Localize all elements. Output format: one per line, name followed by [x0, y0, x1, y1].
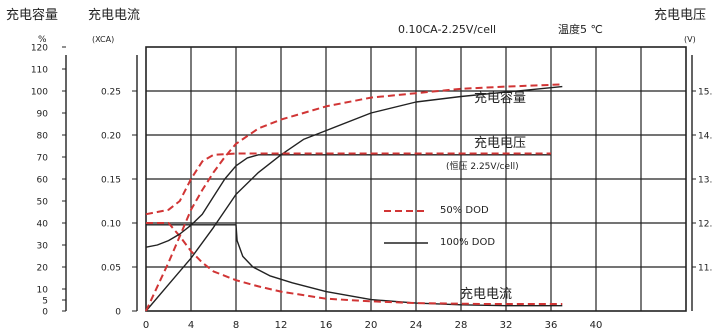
legend-solid-label: 100% DOD — [440, 237, 496, 248]
axes: 0 4 8 12 16 20 24 28 32 36 40051020304050607080901… — [31, 44, 713, 332]
current-tick-label: 0.15 — [101, 176, 121, 186]
series-voltage-50-dod — [145, 152, 551, 216]
voltage-tick-label: 13. — [698, 176, 712, 186]
capacity-tick-label: 60 — [37, 176, 49, 186]
capacity-axis-title: 充电容量 — [6, 8, 59, 23]
series-voltage-100-dod — [145, 154, 551, 248]
capacity-tick-label: 120 — [31, 44, 48, 54]
series-current-100-dod — [146, 224, 563, 307]
voltage-tick-label: 12. — [698, 220, 712, 230]
current-tick-label: 0.10 — [101, 220, 121, 230]
capacity-tick-label: 100 — [31, 88, 48, 98]
voltage-tick-label: 14. — [698, 132, 712, 142]
voltage-axis-unit: (V) — [684, 35, 696, 44]
legend-dashed-label: 50% DOD — [440, 205, 489, 216]
x-tick-label: 0 — [143, 320, 149, 331]
grid — [145, 46, 687, 312]
current-tick-label: 0 — [115, 308, 121, 318]
series-current-50-dod — [146, 222, 563, 305]
capacity-tick-label: 10 — [37, 286, 49, 296]
x-tick-label: 36 — [545, 320, 558, 331]
temperature-label: 温度5 ℃ — [558, 23, 603, 36]
series-group — [145, 83, 563, 312]
capacity-curve-label: 充电容量 — [474, 91, 527, 106]
series-capacity-50-dod — [145, 83, 563, 312]
capacity-tick-label: 20 — [37, 264, 49, 274]
current-tick-label: 0.05 — [101, 264, 121, 274]
capacity-tick-label: 90 — [37, 110, 49, 120]
current-tick-label: 0.25 — [101, 88, 121, 98]
condition-label: 0.10CA-2.25V/cell — [398, 23, 497, 36]
current-axis-title: 充电电流 — [88, 8, 141, 23]
capacity-tick-label: 110 — [31, 66, 48, 76]
capacity-tick-label: 40 — [37, 220, 49, 230]
capacity-tick-label: 70 — [37, 154, 49, 164]
x-tick-label: 20 — [365, 320, 378, 331]
x-tick-label: 24 — [410, 320, 423, 331]
voltage-curve-label: 充电电压 — [474, 136, 527, 151]
capacity-axis-unit: % — [38, 35, 47, 45]
capacity-tick-label: 5 — [42, 297, 48, 307]
voltage-tick-label: 15. — [698, 88, 712, 98]
x-tick-label: 40 — [590, 320, 603, 331]
legend — [384, 210, 428, 244]
current-curve-label: 充电电流 — [460, 287, 513, 302]
current-tick-label: 0.20 — [101, 132, 121, 142]
x-tick-label: 16 — [320, 320, 333, 331]
capacity-tick-label: 50 — [37, 198, 49, 208]
voltage-axis-title: 充电电压 — [654, 8, 707, 23]
x-tick-label: 12 — [275, 320, 288, 331]
capacity-tick-label: 0 — [42, 308, 48, 318]
x-tick-label: 28 — [455, 320, 468, 331]
series-capacity-100-dod — [145, 85, 563, 312]
x-tick-label: 32 — [500, 320, 513, 331]
x-tick-label: 8 — [233, 320, 239, 331]
x-tick-label: 4 — [188, 320, 194, 331]
capacity-tick-label: 80 — [37, 132, 49, 142]
voltage-note-label: (恒压 2.25V/cell) — [446, 162, 519, 172]
current-axis-unit: (XCA) — [92, 35, 115, 44]
capacity-tick-label: 30 — [37, 242, 49, 252]
voltage-tick-label: 11. — [698, 264, 712, 274]
